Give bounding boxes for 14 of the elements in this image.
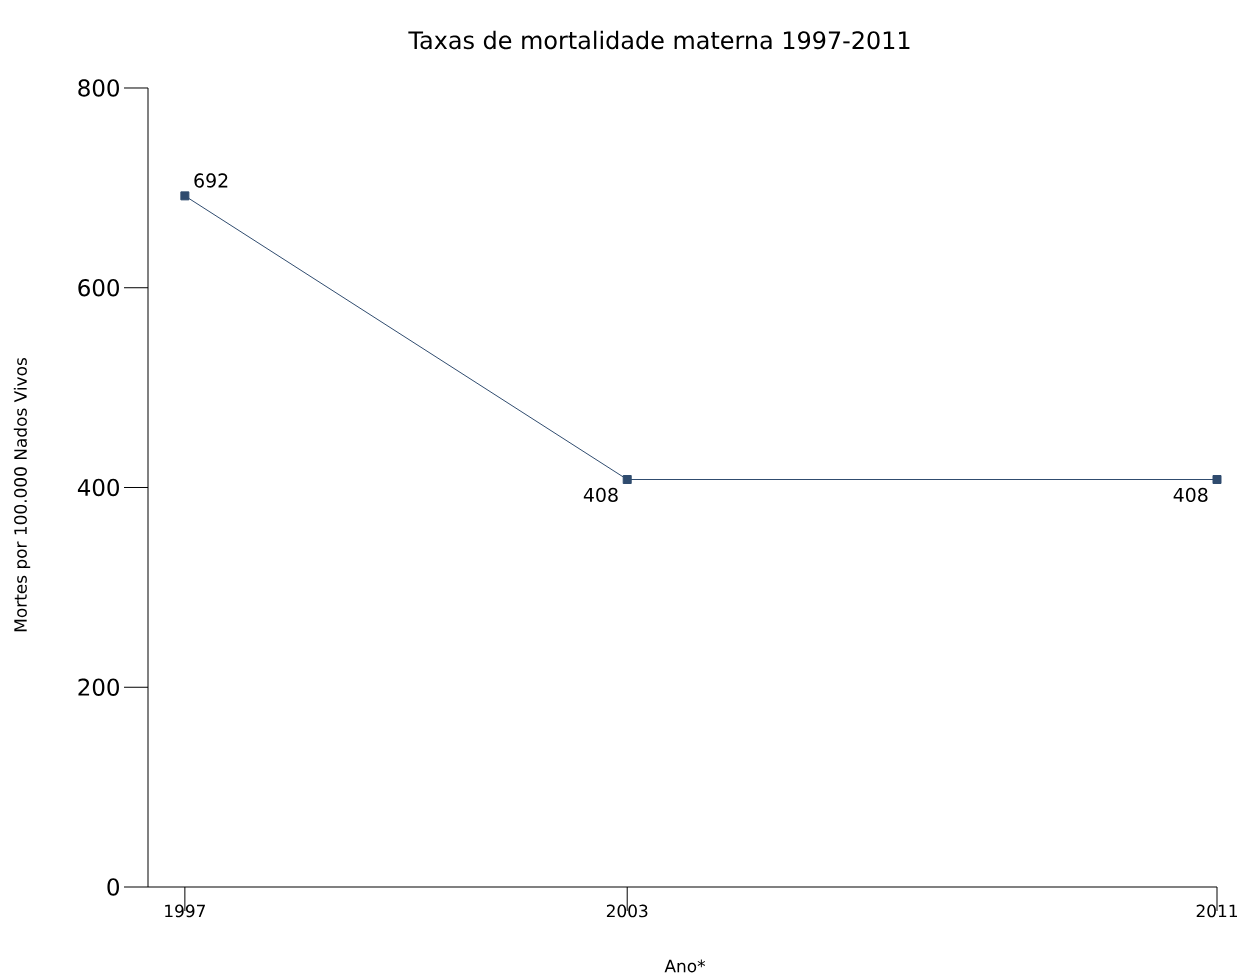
y-tick-label: 400 — [77, 478, 119, 497]
x-tick-label: 2011 — [1196, 904, 1237, 918]
data-label: 692 — [194, 173, 228, 188]
y-tick-label: 0 — [107, 878, 119, 896]
chart-title: Taxas de mortalidade materna 1997-2011 — [408, 30, 910, 50]
x-tick-label: 2003 — [606, 904, 648, 918]
y-tick-label: 600 — [78, 279, 119, 297]
x-axis-title: Ano* — [664, 959, 706, 973]
x-tick-label: 1997 — [165, 904, 205, 918]
data-label: 408 — [583, 487, 618, 503]
data-label: 408 — [1173, 487, 1208, 503]
y-axis-title: Mortes por 100.000 Nados Vivos — [13, 358, 31, 632]
y-tick-label: 200 — [78, 678, 119, 696]
y-tick-label: 800 — [78, 79, 119, 97]
